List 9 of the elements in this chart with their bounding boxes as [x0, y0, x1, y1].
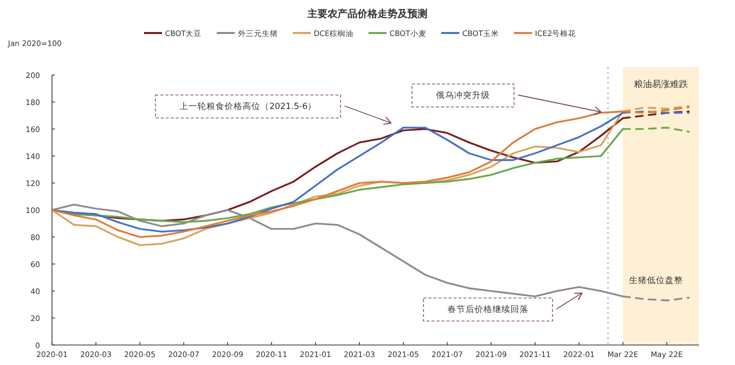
annotation: 上一轮粮食价格高位（2021.5-6） [179, 101, 317, 112]
annotation: 上一轮粮食价格高位（2021.5-6） [154, 94, 392, 125]
band-label: 粮油易涨难跌 [634, 79, 688, 90]
annotation: 生猪低位盘整 [629, 276, 683, 286]
annotation: 俄乌冲突升级 [436, 90, 490, 101]
annotation: 春节后价格继续回落 [423, 292, 582, 322]
chart-title: 主要农产品价格走势及预测 [306, 8, 428, 20]
annotation: 春节后价格继续回落 [448, 304, 528, 315]
annotation: 俄乌冲突升级 [412, 84, 602, 116]
